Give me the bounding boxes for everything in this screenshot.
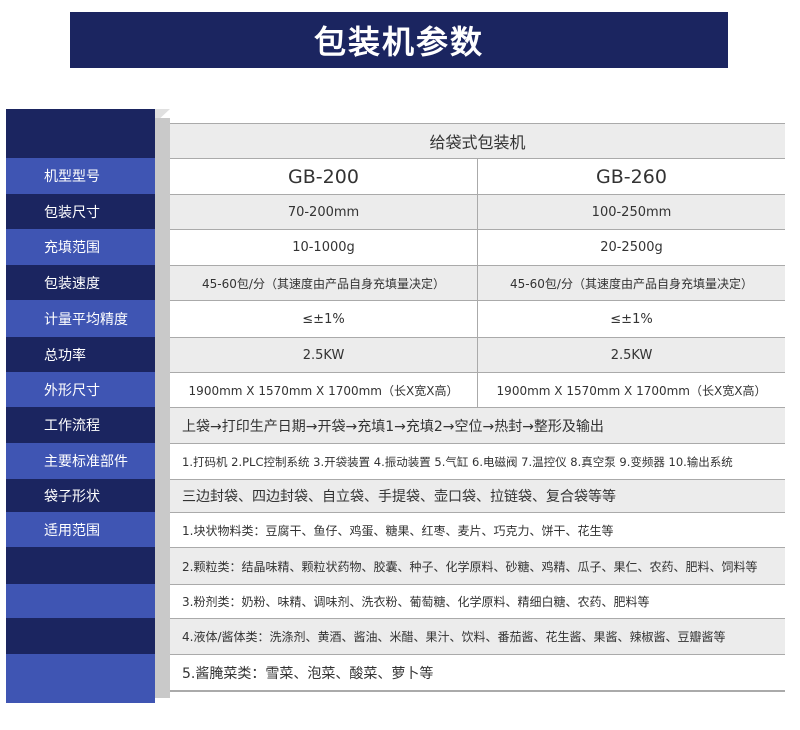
label-parts: 主要标准部件 bbox=[6, 443, 155, 479]
bags-cell: 三边封袋、四边封袋、自立袋、手提袋、壶口袋、拉链袋、复合袋等等 bbox=[182, 489, 616, 505]
label-blank bbox=[6, 654, 155, 703]
table-row: 2.颗粒类：结晶味精、颗粒状药物、胶囊、种子、化学原料、砂糖、鸡精、瓜子、果仁、… bbox=[170, 547, 785, 584]
label-size: 包装尺寸 bbox=[6, 194, 155, 229]
fill-cell: 20-2500g bbox=[477, 230, 785, 265]
table-header: 给袋式包装机 bbox=[429, 133, 526, 152]
label-power: 总功率 bbox=[6, 337, 155, 372]
speed-cell: 45-60包/分（其速度由产品自身充填量决定） bbox=[202, 276, 445, 291]
table-row: 45-60包/分（其速度由产品自身充填量决定） 45-60包/分（其速度由产品自身… bbox=[170, 265, 785, 300]
workflow-cell: 上袋→打印生产日期→开袋→充填1→充填2→空位→热封→整形及输出 bbox=[182, 418, 604, 435]
label-fill: 充填范围 bbox=[6, 229, 155, 265]
table-row: 5.酱腌菜类：雪菜、泡菜、酸菜、萝卜等 bbox=[170, 654, 785, 690]
parts-cell: 1.打码机 2.PLC控制系统 3.开袋装置 4.振动装置 5.气缸 6.电磁阀… bbox=[182, 454, 733, 469]
scope-cell: 4.液体/酱体类：洗涤剂、黄酒、酱油、米醋、果汁、饮料、番茄酱、花生酱、果酱、辣… bbox=[182, 630, 726, 644]
fill-cell: 10-1000g bbox=[292, 240, 355, 255]
shadow-strip bbox=[155, 118, 170, 698]
spec-table: 给袋式包装机 GB-200 GB-260 70-200mm 100-250mm 10… bbox=[170, 123, 785, 692]
speed-cell: 45-60包/分（其速度由产品自身充填量决定） bbox=[477, 266, 785, 300]
table-row: 上袋→打印生产日期→开袋→充填1→充填2→空位→热封→整形及输出 bbox=[170, 407, 785, 443]
table-row: GB-200 GB-260 bbox=[170, 158, 785, 194]
table-row: 3.粉剂类：奶粉、味精、调味剂、洗衣粉、葡萄糖、化学原料、精细白糖、农药、肥料等 bbox=[170, 584, 785, 618]
model-cell: GB-200 bbox=[288, 165, 359, 188]
scope-cell: 3.粉剂类：奶粉、味精、调味剂、洗衣粉、葡萄糖、化学原料、精细白糖、农药、肥料等 bbox=[182, 595, 650, 609]
label-precision: 计量平均精度 bbox=[6, 300, 155, 337]
table-header-row: 给袋式包装机 bbox=[170, 123, 785, 158]
label-blank bbox=[6, 618, 155, 654]
table-row: 10-1000g 20-2500g bbox=[170, 229, 785, 265]
label-scope: 适用范围 bbox=[6, 512, 155, 547]
power-cell: 2.5KW bbox=[477, 338, 785, 372]
label-column: 机型型号 包装尺寸 充填范围 包装速度 计量平均精度 总功率 外形尺寸 工作流程… bbox=[6, 109, 155, 703]
table-row: ≤±1% ≤±1% bbox=[170, 300, 785, 337]
scope-cell: 2.颗粒类：结晶味精、颗粒状药物、胶囊、种子、化学原料、砂糖、鸡精、瓜子、果仁、… bbox=[182, 559, 758, 574]
label-bags: 袋子形状 bbox=[6, 479, 155, 512]
label-workflow: 工作流程 bbox=[6, 407, 155, 443]
dims-cell: 1900mm X 1570mm X 1700mm（长X宽X高） bbox=[188, 383, 459, 398]
label-model: 机型型号 bbox=[6, 158, 155, 194]
size-cell: 70-200mm bbox=[287, 204, 360, 220]
label-dims: 外形尺寸 bbox=[6, 372, 155, 407]
table-row: 4.液体/酱体类：洗涤剂、黄酒、酱油、米醋、果汁、饮料、番茄酱、花生酱、果酱、辣… bbox=[170, 618, 785, 654]
table-row: 1.块状物料类：豆腐干、鱼仔、鸡蛋、糖果、红枣、麦片、巧克力、饼干、花生等 bbox=[170, 512, 785, 547]
label-speed: 包装速度 bbox=[6, 265, 155, 300]
precision-cell: ≤±1% bbox=[302, 311, 345, 327]
size-cell: 100-250mm bbox=[477, 195, 785, 229]
label-header bbox=[6, 109, 155, 158]
table-row: 2.5KW 2.5KW bbox=[170, 337, 785, 372]
precision-cell: ≤±1% bbox=[477, 301, 785, 337]
dims-cell: 1900mm X 1570mm X 1700mm（长X宽X高） bbox=[477, 373, 785, 407]
label-blank bbox=[6, 584, 155, 618]
scope-cell: 5.酱腌菜类：雪菜、泡菜、酸菜、萝卜等 bbox=[182, 665, 434, 682]
table-row: 1.打码机 2.PLC控制系统 3.开袋装置 4.振动装置 5.气缸 6.电磁阀… bbox=[170, 443, 785, 479]
table-row: 1900mm X 1570mm X 1700mm（长X宽X高） 1900mm X … bbox=[170, 372, 785, 407]
table-row: 70-200mm 100-250mm bbox=[170, 194, 785, 229]
scope-cell: 1.块状物料类：豆腐干、鱼仔、鸡蛋、糖果、红枣、麦片、巧克力、饼干、花生等 bbox=[182, 523, 614, 538]
model-cell: GB-260 bbox=[477, 159, 785, 194]
label-blank bbox=[6, 547, 155, 584]
page-title: 包装机参数 bbox=[70, 12, 728, 68]
power-cell: 2.5KW bbox=[302, 347, 345, 363]
table-row: 三边封袋、四边封袋、自立袋、手提袋、壶口袋、拉链袋、复合袋等等 bbox=[170, 479, 785, 512]
